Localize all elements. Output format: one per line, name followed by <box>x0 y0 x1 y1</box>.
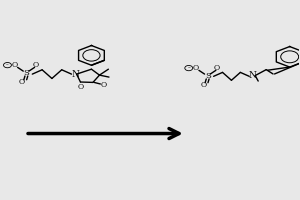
Text: O: O <box>77 83 83 91</box>
Text: –: – <box>188 66 190 71</box>
Text: O: O <box>11 61 17 69</box>
Text: O: O <box>33 61 39 69</box>
Text: O: O <box>200 81 206 89</box>
Text: O: O <box>193 64 199 72</box>
Text: N: N <box>249 71 257 80</box>
Text: O: O <box>19 78 25 86</box>
Text: O: O <box>100 81 107 89</box>
Text: N: N <box>71 70 79 79</box>
Text: –: – <box>6 63 9 68</box>
Text: S: S <box>24 69 30 77</box>
Text: O: O <box>214 64 220 72</box>
Text: S: S <box>205 72 211 80</box>
